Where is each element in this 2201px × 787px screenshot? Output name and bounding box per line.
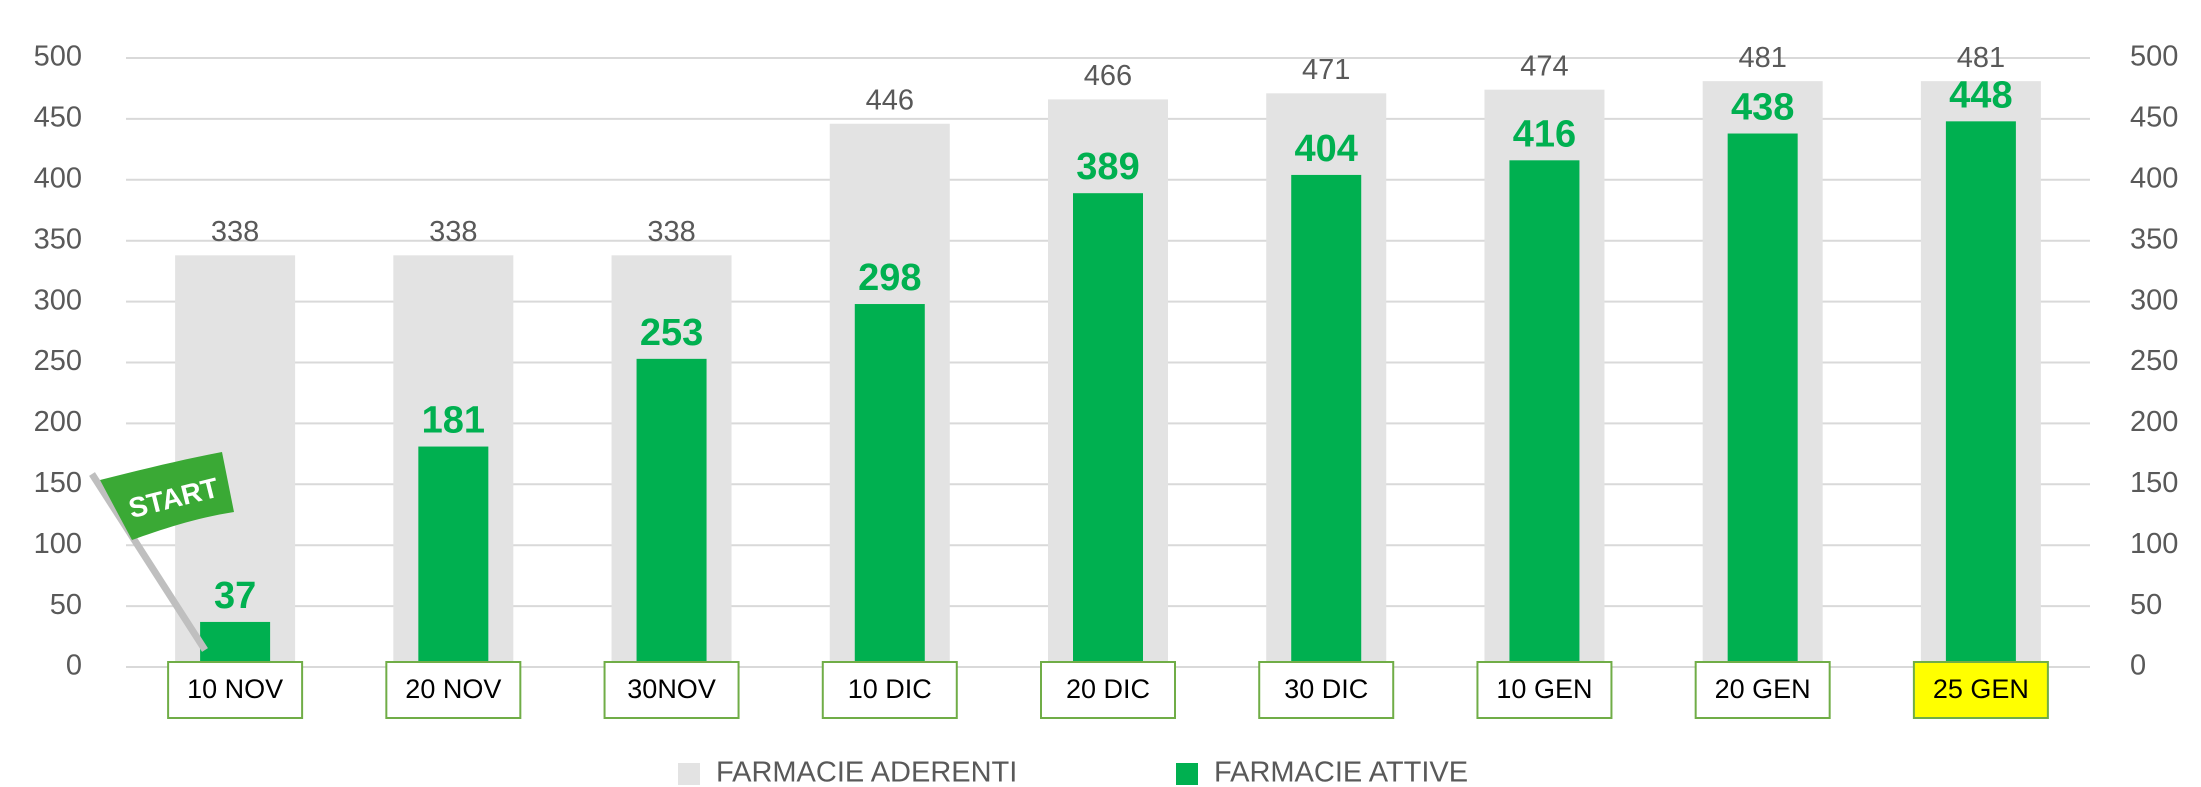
bar — [1728, 134, 1798, 667]
data-label: 481 — [1957, 42, 2005, 74]
y2-tick-label: 200 — [2130, 406, 2178, 438]
bar — [1073, 193, 1143, 667]
x-tick-label: 10 NOV — [187, 674, 283, 704]
x-tick-label: 30NOV — [627, 674, 716, 704]
x-tick-label: 10 DIC — [848, 674, 932, 704]
y-tick-label: 50 — [50, 589, 82, 621]
x-tick-label: 20 GEN — [1715, 674, 1811, 704]
data-label: 338 — [647, 216, 695, 248]
y-tick-label: 300 — [34, 284, 82, 316]
x-tick-label: 20 NOV — [405, 674, 501, 704]
y-tick-label: 450 — [34, 102, 82, 134]
legend-swatch — [1176, 763, 1198, 785]
x-tick-label: 30 DIC — [1284, 674, 1368, 704]
chart: 0 50 100 150 200 250 300 350 400 450 500 0 50 100 150 2… — [0, 0, 2201, 787]
y-tick-label: 150 — [34, 467, 82, 499]
data-label: 338 — [211, 216, 259, 248]
data-label: 253 — [640, 312, 703, 354]
data-label: 298 — [858, 257, 921, 299]
y-tick-label: 200 — [34, 406, 82, 438]
data-label: 404 — [1295, 128, 1358, 170]
y-tick-label: 400 — [34, 162, 82, 194]
data-label: 389 — [1076, 146, 1139, 188]
bar — [1509, 160, 1579, 667]
y-tick-label: 350 — [34, 223, 82, 255]
data-label: 481 — [1738, 42, 1786, 74]
y2-tick-label: 300 — [2130, 284, 2178, 316]
y2-tick-label: 500 — [2130, 41, 2178, 73]
y2-tick-label: 400 — [2130, 162, 2178, 194]
legend-label: FARMACIE ATTIVE — [1214, 757, 1468, 787]
data-label: 446 — [866, 84, 914, 116]
y-tick-label: 500 — [34, 41, 82, 73]
data-label: 466 — [1084, 60, 1132, 92]
y2-tick-label: 350 — [2130, 223, 2178, 255]
legend-swatch — [678, 763, 700, 785]
data-label: 181 — [422, 400, 485, 442]
bar — [418, 447, 488, 667]
data-label: 471 — [1302, 54, 1350, 86]
page: 0 50 100 150 200 250 300 350 400 450 500 0 50 100 150 2… — [0, 0, 2201, 787]
y2-tick-label: 450 — [2130, 102, 2178, 134]
x-tick-label: 20 DIC — [1066, 674, 1150, 704]
data-label: 474 — [1520, 50, 1568, 82]
y2-tick-label: 100 — [2130, 528, 2178, 560]
y2-tick-label: 50 — [2130, 589, 2162, 621]
data-label: 338 — [429, 216, 477, 248]
x-tick-label: 25 GEN — [1933, 674, 2029, 704]
y-tick-label: 100 — [34, 528, 82, 560]
x-tick-label: 10 GEN — [1496, 674, 1592, 704]
y2-tick-label: 250 — [2130, 345, 2178, 377]
y2-tick-label: 150 — [2130, 467, 2178, 499]
bar — [1291, 175, 1361, 667]
bar — [200, 622, 270, 667]
bar — [637, 359, 707, 667]
y-tick-label: 250 — [34, 345, 82, 377]
y-tick-label: 0 — [66, 650, 82, 682]
data-label: 448 — [1949, 74, 2012, 116]
data-label: 416 — [1513, 113, 1576, 155]
legend-label: FARMACIE ADERENTI — [716, 757, 1017, 787]
bar — [855, 304, 925, 667]
data-label: 37 — [214, 575, 256, 617]
y2-tick-label: 0 — [2130, 650, 2146, 682]
bar — [1946, 121, 2016, 667]
data-label: 438 — [1731, 87, 1794, 129]
